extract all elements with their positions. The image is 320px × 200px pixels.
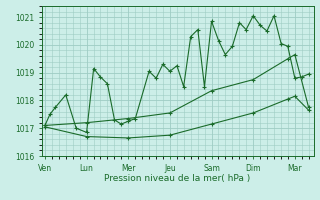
- X-axis label: Pression niveau de la mer( hPa ): Pression niveau de la mer( hPa ): [104, 174, 251, 183]
